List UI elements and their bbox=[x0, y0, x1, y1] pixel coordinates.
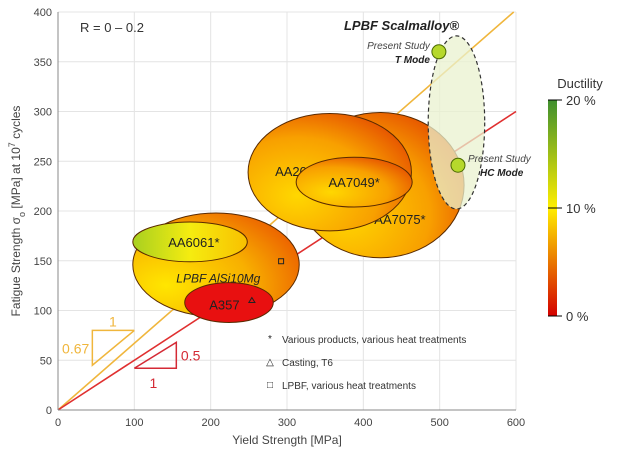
y-tick-label: 150 bbox=[34, 256, 52, 268]
data-point bbox=[450, 157, 466, 173]
run-label: 1 bbox=[150, 375, 158, 391]
axes: 0 100 200 300 400 500 600 0 50 100 150 200 250 300 350… bbox=[34, 7, 526, 429]
y-tick-label: 0 bbox=[46, 405, 52, 417]
data-point bbox=[431, 44, 447, 60]
x-tick-label: 600 bbox=[507, 417, 525, 429]
y-axis-label: Fatigue Strength σo [MPa] at 107 cycles bbox=[7, 106, 27, 317]
y-tick-label: 50 bbox=[40, 355, 52, 367]
square-marker bbox=[278, 258, 285, 265]
region-aa6061- bbox=[132, 221, 248, 263]
legend: * Various products, various heat treatmen… bbox=[266, 334, 466, 392]
x-tick-label: 500 bbox=[430, 417, 448, 429]
legend-symbol: △ bbox=[266, 357, 274, 368]
point-mode-label: HC Mode bbox=[480, 168, 524, 179]
region-label: AA6061* bbox=[168, 235, 219, 250]
colorbar-tick-label: 10 % bbox=[566, 201, 596, 216]
y-tick-label: 250 bbox=[34, 156, 52, 168]
x-tick-label: 400 bbox=[354, 417, 372, 429]
triangle-marker bbox=[247, 296, 256, 304]
legend-text: Various products, various heat treatment… bbox=[282, 335, 466, 346]
legend-symbol: * bbox=[268, 334, 272, 345]
legend-text: Casting, T6 bbox=[282, 358, 333, 369]
r-ratio-label: R = 0 – 0.2 bbox=[80, 20, 144, 35]
x-tick-label: 100 bbox=[125, 417, 143, 429]
legend-text: LPBF, various heat treatments bbox=[282, 381, 416, 392]
point-label: Present Study bbox=[468, 154, 532, 165]
region-label: AA7075* bbox=[374, 212, 425, 227]
colorbar-tick-label: 0 % bbox=[566, 309, 589, 324]
region-label: AA7049* bbox=[329, 175, 380, 190]
run-label: 1 bbox=[109, 313, 117, 329]
points: Present Study T Mode Present Study HC Mode bbox=[367, 41, 532, 179]
slope-triangle-orange bbox=[91, 329, 135, 367]
region-label: LPBF Scalmalloy® bbox=[344, 18, 459, 33]
point-mode-label: T Mode bbox=[395, 55, 430, 66]
region-lpbf-scalmalloy- bbox=[427, 35, 486, 210]
regions: AA7075*AA2024*AA7049*LPBF AlSi10MgAA6061… bbox=[132, 18, 486, 323]
x-axis-label: Yield Strength [MPa] bbox=[232, 433, 342, 447]
x-tick-label: 300 bbox=[278, 417, 296, 429]
rise-label: 0.5 bbox=[181, 347, 201, 363]
legend-symbol: □ bbox=[267, 380, 273, 391]
x-tick-label: 0 bbox=[55, 417, 61, 429]
region-a357 bbox=[184, 282, 274, 323]
x-tick-label: 200 bbox=[201, 417, 219, 429]
y-tick-label: 200 bbox=[34, 206, 52, 218]
region-label: A357 bbox=[209, 298, 239, 313]
y-tick-label: 100 bbox=[34, 306, 52, 318]
y-tick-label: 350 bbox=[34, 57, 52, 69]
point-label: Present Study bbox=[367, 41, 431, 52]
y-tick-label: 400 bbox=[34, 7, 52, 19]
colorbar-title: Ductility bbox=[557, 76, 603, 91]
y-tick-label: 300 bbox=[34, 107, 52, 119]
slope-triangle-red bbox=[133, 340, 178, 369]
rise-label: 0.67 bbox=[62, 340, 89, 356]
region-label: LPBF AlSi10Mg bbox=[176, 272, 260, 286]
region-aa7049- bbox=[295, 156, 413, 208]
colorbar-tick-label: 20 % bbox=[566, 93, 596, 108]
colorbar: Ductility 20 % 10 % 0 % bbox=[548, 76, 603, 324]
